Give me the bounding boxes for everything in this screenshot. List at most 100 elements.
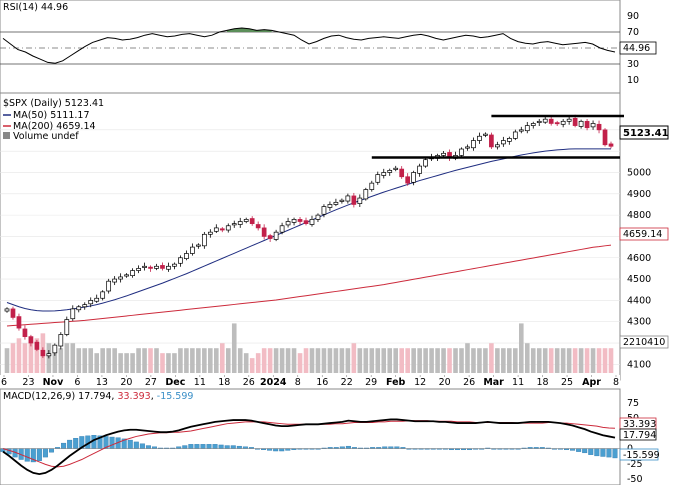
candle-body: [566, 118, 572, 122]
x-tick-label: Mar: [483, 377, 504, 388]
volume-bar: [52, 348, 58, 373]
macd-hist-bar: [273, 448, 279, 452]
x-tick-label: 2024: [260, 377, 287, 388]
macd-hist-bar: [61, 442, 67, 449]
macd-hist-bar: [133, 441, 139, 449]
volume-bar: [453, 348, 458, 373]
rsi-line: [2, 27, 616, 64]
macd-value-label: 17.794: [623, 430, 656, 441]
candle-body: [548, 118, 554, 124]
rsi-value-label: 44.96: [623, 43, 650, 54]
macd-hist-bar: [345, 445, 351, 449]
macd-hist-bar: [224, 445, 230, 449]
candle-body: [411, 172, 417, 183]
volume-bar: [208, 348, 213, 373]
x-tick-label: 8: [295, 377, 301, 388]
volume-bar: [393, 348, 399, 373]
volume-bar: [10, 343, 16, 373]
candle-body: [94, 297, 100, 302]
macd-hist-bar: [612, 448, 618, 459]
candle-body: [506, 138, 512, 142]
candle-body: [142, 265, 147, 268]
volume-bar: [513, 348, 518, 373]
candle-body: [381, 172, 387, 176]
candle-body: [405, 176, 411, 184]
x-tick-label: 6: [74, 377, 80, 388]
volume-bar: [64, 343, 70, 373]
candle-body: [495, 144, 500, 148]
candle-body: [602, 129, 608, 146]
x-axis: 6 23 Nov 6 13 20 27 Dec 11 18 26 2024 8 16 22 29 Feb 12 20…: [1, 375, 619, 388]
volume-bar: [548, 348, 554, 373]
legend-volume: Volume undef: [13, 131, 79, 142]
volume-bar: [507, 348, 512, 373]
candle-body: [136, 268, 141, 271]
x-tick-label: 26: [243, 377, 255, 388]
x-tick-label: 6: [1, 377, 7, 388]
candle-body: [584, 120, 590, 129]
candle-body: [130, 270, 135, 277]
macd-hist-bar: [48, 448, 54, 453]
volume-bar: [100, 348, 105, 373]
volume-bar: [351, 343, 357, 373]
candle-body: [243, 219, 249, 222]
macd-hist-bar: [606, 448, 612, 458]
candle-body: [387, 169, 393, 173]
rsi-axis: 10 30 70 90: [627, 11, 639, 86]
candle-body: [471, 140, 476, 149]
candle-body: [465, 146, 470, 149]
volume-bar: [142, 348, 147, 373]
candle-body: [291, 219, 297, 223]
volume-bar: [28, 343, 34, 373]
candle-body: [399, 168, 405, 178]
x-tick-label: Nov: [43, 377, 64, 388]
last-price-box: [619, 125, 669, 140]
macd-hist-bar: [188, 444, 194, 449]
volume-bar: [477, 348, 482, 373]
volume-bar: [447, 348, 452, 373]
volume-bar: [130, 353, 135, 373]
candle-body: [255, 224, 261, 229]
volume-bar: [4, 348, 10, 373]
candle-body: [267, 235, 273, 239]
volume-bar: [602, 348, 608, 373]
macd-hist-bar: [67, 439, 73, 449]
volume-bar: [237, 348, 243, 373]
volume-bar: [435, 348, 440, 373]
volume-bar: [160, 353, 165, 373]
macd-hist-bar: [594, 448, 600, 457]
x-tick-label: 12: [414, 377, 426, 388]
macd-hist-bar: [600, 448, 606, 457]
x-tick-label: 26: [463, 377, 475, 388]
macd-hist-bar: [582, 448, 588, 454]
rsi-tick-label: 30: [627, 59, 639, 70]
volume-bar: [202, 348, 207, 373]
candle-body: [172, 263, 177, 267]
price-tick-label: 4100: [627, 359, 651, 370]
macd-hist-bar: [236, 445, 242, 449]
x-axis-strip: [0, 375, 620, 389]
volume-bar: [190, 348, 195, 373]
rsi-layer: [0, 27, 620, 65]
volume-bar: [225, 348, 231, 373]
candle-body: [315, 214, 321, 220]
volume-bar: [441, 348, 446, 373]
candle-body: [512, 131, 518, 139]
rsi-tick-label: 70: [627, 27, 639, 38]
candle-body: [477, 135, 482, 141]
rsi-value-box: [619, 41, 657, 55]
price-tick-label: 4500: [627, 274, 651, 285]
legend-symbol: $SPX (Daily) 5123.41: [3, 98, 104, 109]
volume-bar: [267, 348, 273, 373]
candle-body: [4, 308, 10, 312]
x-tick-label: 27: [145, 377, 157, 388]
volume-bar: [303, 348, 309, 373]
volume-bar: [124, 353, 129, 373]
x-tick-label: Apr: [582, 377, 601, 388]
volume-bar: [423, 348, 428, 373]
volume-bar: [76, 348, 82, 373]
volume-bar: [333, 348, 339, 373]
macd-hist-bar: [576, 448, 582, 452]
candle-body: [58, 334, 64, 347]
volume-bar: [596, 348, 602, 373]
